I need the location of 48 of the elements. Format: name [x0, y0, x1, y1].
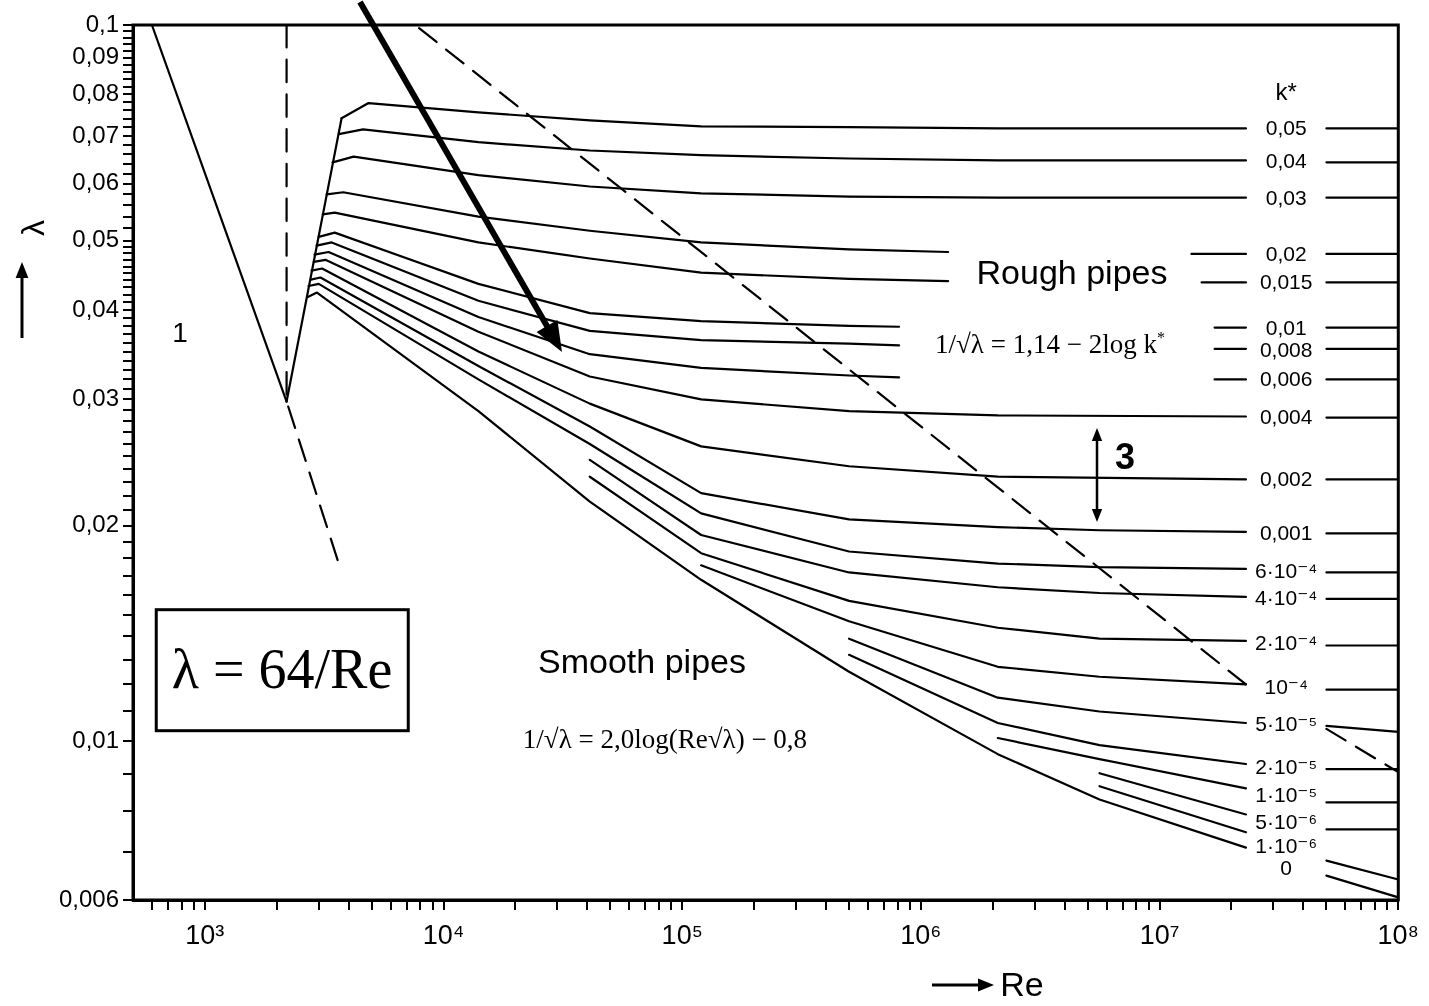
y-tick-label: 0,09 [72, 42, 119, 70]
y-tick-label: 0,006 [58, 884, 119, 912]
series-label: 1·10⁻⁵ [1254, 783, 1319, 807]
y-tick-label: 0,08 [72, 79, 119, 107]
series-label: 0,01 [1264, 316, 1308, 340]
series-label: 5·10⁻⁶ [1254, 810, 1319, 834]
series-label: 2·10⁻⁵ [1254, 755, 1319, 779]
series-label: 0,02 [1264, 242, 1308, 266]
annotation: 3 [1114, 436, 1136, 478]
x-axis-title: Re [1000, 965, 1044, 1004]
series-label: 5·10⁻⁵ [1254, 712, 1319, 737]
annotation: Smooth pipes [538, 642, 746, 681]
series-label: 0,008 [1258, 338, 1314, 362]
annotation: 1/√λ = 1,14 − 2log k$^{*}$ [935, 329, 1165, 360]
x-tick-label: 10⁷ [1139, 919, 1180, 950]
series-label: 1·10⁻⁶ [1254, 834, 1319, 858]
series-label: 0,001 [1258, 521, 1314, 545]
x-tick-label: 10⁵ [661, 919, 703, 950]
y-tick-label: 0,1 [85, 9, 119, 37]
series-label: 0 [1279, 856, 1294, 880]
series-label: 0,004 [1258, 405, 1314, 429]
y-tick-label: 0,03 [72, 384, 119, 412]
series-label: 4·10⁻⁴ [1254, 586, 1319, 610]
series-label: 2·10⁻⁴ [1254, 631, 1319, 655]
series-label: 0,015 [1258, 270, 1314, 294]
annotation: Rough pipes [976, 253, 1168, 292]
y-tick-label: 0,01 [72, 725, 119, 753]
series-label: 0,05 [1264, 116, 1308, 140]
series-label: 6·10⁻⁴ [1254, 559, 1319, 583]
series-label: 0,006 [1258, 367, 1314, 391]
legend-title: k* [1275, 78, 1297, 106]
series-label: 10⁻⁴ [1263, 675, 1309, 699]
y-tick-label: 0,07 [72, 120, 119, 148]
y-tick-label: 0,06 [72, 168, 119, 196]
series-label: 0,04 [1264, 149, 1308, 173]
x-tick-label: 10³ [185, 919, 225, 950]
y-tick-label: 0,04 [72, 294, 119, 322]
series-label: 0,03 [1264, 186, 1308, 210]
y-tick-label: 0,05 [72, 225, 119, 253]
y-tick-label: 0,02 [72, 510, 119, 538]
x-tick-label: 10⁴ [422, 919, 465, 950]
series-label: 0,002 [1258, 467, 1314, 491]
x-tick-label: 10⁸ [1377, 919, 1420, 950]
annotation: 1 [172, 316, 188, 349]
annotation: 1/√λ = 2,0log(Re√λ) − 0,8 [522, 724, 808, 755]
annotation: λ = 64/Re [154, 608, 410, 732]
y-axis-title: λ [15, 220, 52, 236]
x-tick-label: 10⁶ [900, 919, 942, 950]
